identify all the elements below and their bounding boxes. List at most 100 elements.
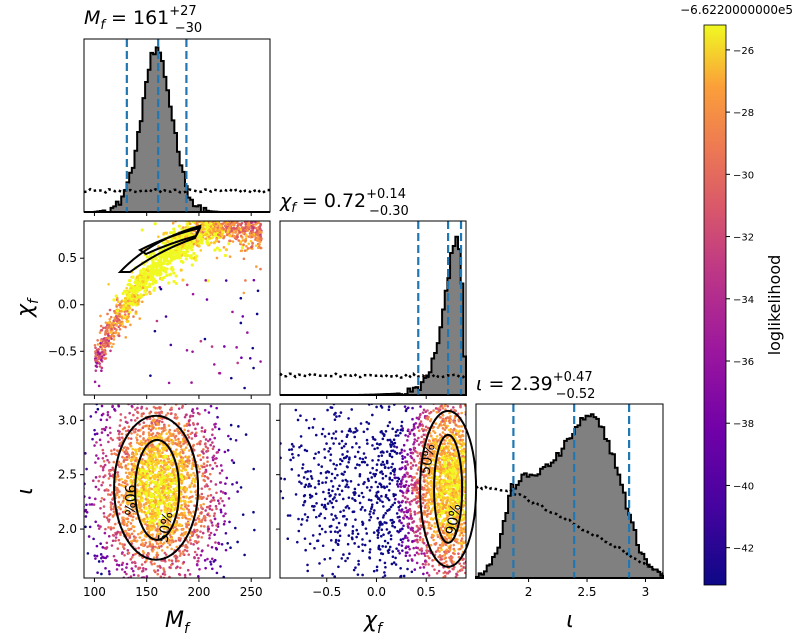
scatter-point [141,481,145,485]
scatter-point [148,282,152,286]
scatter-point [156,406,159,410]
scatter-point [190,263,194,267]
scatter-point [95,544,99,548]
scatter-point [169,412,173,416]
scatter-point [211,428,214,431]
scatter-point [220,216,223,219]
scatter-point [138,611,141,614]
scatter-point [222,218,225,221]
scatter-point [217,222,221,226]
scatter-point [132,389,135,392]
scatter-point [348,456,351,459]
scatter-point [162,522,165,525]
scatter-point [150,487,154,491]
scatter-point [155,267,159,271]
scatter-point [158,584,161,587]
scatter-point [213,436,217,440]
scatter-point [258,240,262,244]
scatter-point [330,513,333,516]
scatter-point [195,541,199,545]
scatter-point [132,299,136,303]
scatter-point [229,376,233,380]
scatter-point [182,552,185,556]
scatter-point [361,573,364,577]
scatter-point [201,230,205,234]
scatter-point [187,504,190,508]
scatter-point [185,214,188,217]
scatter-point [193,400,196,403]
scatter-point [145,481,149,485]
scatter-point [212,228,215,232]
scatter-point [130,432,133,435]
scatter-point [177,224,181,228]
scatter-point [212,514,216,518]
scatter-point [213,425,217,429]
scatter-point [167,392,170,395]
scatter-point [108,415,112,419]
scatter-point [183,415,187,419]
scatter-point [377,454,381,458]
scatter-point [193,479,197,482]
scatter-point [214,541,217,544]
scatter-point [447,578,450,581]
scatter-point [175,545,179,549]
scatter-point [403,514,407,517]
scatter-point [154,608,157,611]
scatter-point [221,216,224,219]
scatter-point [117,538,121,542]
scatter-point [208,438,212,441]
scatter-point [115,397,118,400]
scatter-point [98,365,102,368]
scatter-point [147,354,150,357]
scatter-point [202,462,206,466]
scatter-point [166,507,170,510]
scatter-point [103,531,107,535]
scatter-point [170,559,174,562]
scatter-point [300,482,303,485]
scatter-point [176,429,180,432]
scatter-point [147,607,150,610]
scatter-point [223,215,226,218]
scatter-point [124,420,128,424]
scatter-point [163,573,167,576]
scatter-point [195,254,199,258]
scatter-point [183,573,187,577]
scatter-point [128,456,131,459]
scatter-point [125,615,128,618]
scatter-point [93,554,97,557]
scatter-point [403,456,407,459]
scatter-point [205,464,209,467]
scatter-point [97,355,101,358]
scatter-point [112,526,115,530]
scatter-point [184,516,188,520]
scatter-point [121,455,124,459]
scatter-point [126,549,130,552]
scatter-point [124,452,128,456]
scatter-point [353,542,356,545]
scatter-point [113,407,116,411]
scatter-point [174,381,177,384]
scatter-point [181,440,185,443]
scatter-point [188,518,192,521]
scatter-point [163,464,166,467]
scatter-point [174,450,177,453]
scatter-point [221,222,225,225]
scatter-point [169,397,172,400]
scatter-point [189,542,193,545]
scatter-point [185,234,189,238]
scatter-point [448,411,451,415]
scatter-point [199,458,203,462]
scatter-point [387,498,391,502]
scatter-point [117,404,121,408]
scatter-point [159,532,162,536]
scatter-point [223,450,227,454]
scatter-point [201,465,205,469]
scatter-point [157,535,161,538]
scatter-point [217,215,220,218]
scatter-point [131,490,135,493]
scatter-point [114,314,118,318]
scatter-point [231,310,234,314]
scatter-point [235,481,239,484]
scatter-point [186,225,190,229]
scatter-point [257,221,260,224]
